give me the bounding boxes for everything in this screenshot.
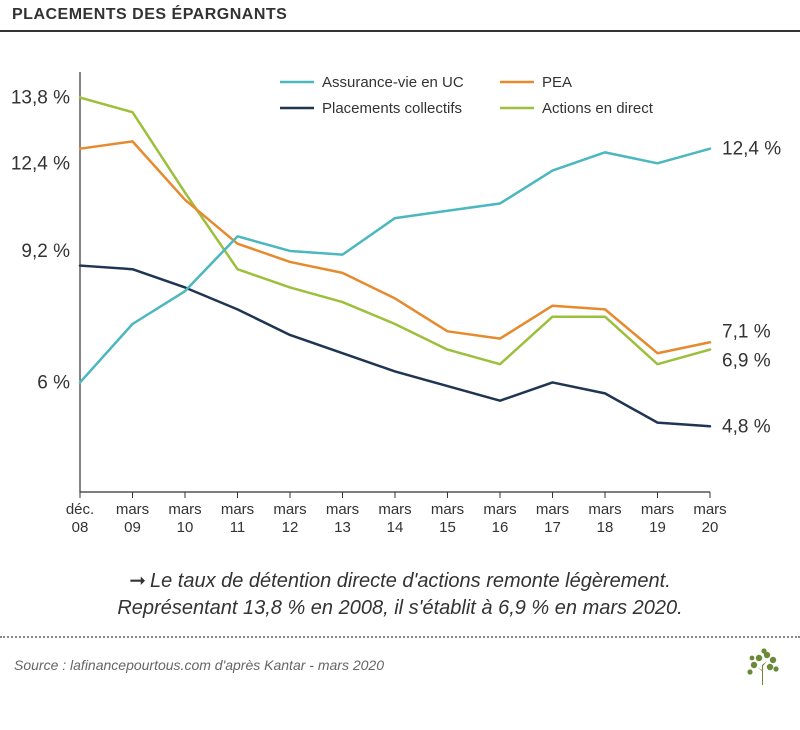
start-label: 9,2 % xyxy=(21,241,70,262)
x-tick-label: 09 xyxy=(124,519,141,536)
caption-line1: Le taux de détention directe d'actions r… xyxy=(150,570,671,592)
x-tick-label: mars xyxy=(431,501,464,518)
start-label: 13,8 % xyxy=(11,88,70,109)
footer: Source : lafinancepourtous.com d'après K… xyxy=(0,638,800,684)
x-tick-label: 16 xyxy=(492,519,509,536)
legend-item: Placements collectifs xyxy=(280,100,462,117)
legend-label: PEA xyxy=(542,74,572,91)
source-text: Source : lafinancepourtous.com d'après K… xyxy=(14,657,384,673)
start-label: 6 % xyxy=(37,372,70,393)
chart-card: PLACEMENTS DES ÉPARGNANTS déc.08mars09ma… xyxy=(0,0,800,730)
legend-label: Placements collectifs xyxy=(322,100,462,117)
legend-item: Actions en direct xyxy=(500,100,654,117)
end-label: 4,8 % xyxy=(722,416,771,437)
caption: ➞Le taux de détention directe d'actions … xyxy=(0,562,800,636)
x-tick-label: mars xyxy=(588,501,621,518)
x-tick-label: 19 xyxy=(649,519,666,536)
start-label: 12,4 % xyxy=(11,153,70,174)
tree-logo-icon xyxy=(740,645,786,685)
end-label: 6,9 % xyxy=(722,351,771,372)
series-direct xyxy=(80,98,710,365)
line-chart: déc.08mars09mars10mars11mars12mars13mars… xyxy=(0,32,800,562)
x-tick-label: mars xyxy=(221,501,254,518)
arrow-icon: ➞ xyxy=(129,568,146,595)
x-tick-label: déc. xyxy=(66,501,94,518)
x-tick-label: mars xyxy=(693,501,726,518)
caption-line2: Représentant 13,8 % en 2008, il s'établi… xyxy=(117,597,682,619)
x-tick-label: 12 xyxy=(282,519,299,536)
chart-area: déc.08mars09mars10mars11mars12mars13mars… xyxy=(0,32,800,562)
x-tick-label: mars xyxy=(641,501,674,518)
x-tick-label: 17 xyxy=(544,519,561,536)
series-collectifs xyxy=(80,266,710,427)
x-tick-label: mars xyxy=(483,501,516,518)
legend-item: Assurance-vie en UC xyxy=(280,74,464,91)
x-tick-label: 13 xyxy=(334,519,351,536)
x-tick-label: mars xyxy=(116,501,149,518)
legend-label: Actions en direct xyxy=(542,100,654,117)
series-uc xyxy=(80,149,710,383)
page-title: PLACEMENTS DES ÉPARGNANTS xyxy=(12,6,788,24)
end-label: 12,4 % xyxy=(722,139,781,160)
legend-item: PEA xyxy=(500,74,572,91)
x-tick-label: mars xyxy=(168,501,201,518)
x-tick-label: mars xyxy=(536,501,569,518)
title-bar: PLACEMENTS DES ÉPARGNANTS xyxy=(0,0,800,32)
series-pea xyxy=(80,141,710,353)
x-tick-label: 10 xyxy=(177,519,194,536)
x-tick-label: 14 xyxy=(387,519,404,536)
x-tick-label: mars xyxy=(326,501,359,518)
legend-label: Assurance-vie en UC xyxy=(322,74,464,91)
x-tick-label: 20 xyxy=(702,519,719,536)
x-tick-label: mars xyxy=(378,501,411,518)
x-tick-label: mars xyxy=(273,501,306,518)
x-tick-label: 15 xyxy=(439,519,456,536)
x-tick-label: 18 xyxy=(597,519,614,536)
end-label: 7,1 % xyxy=(722,321,771,342)
x-tick-label: 08 xyxy=(72,519,89,536)
x-tick-label: 11 xyxy=(230,519,246,536)
